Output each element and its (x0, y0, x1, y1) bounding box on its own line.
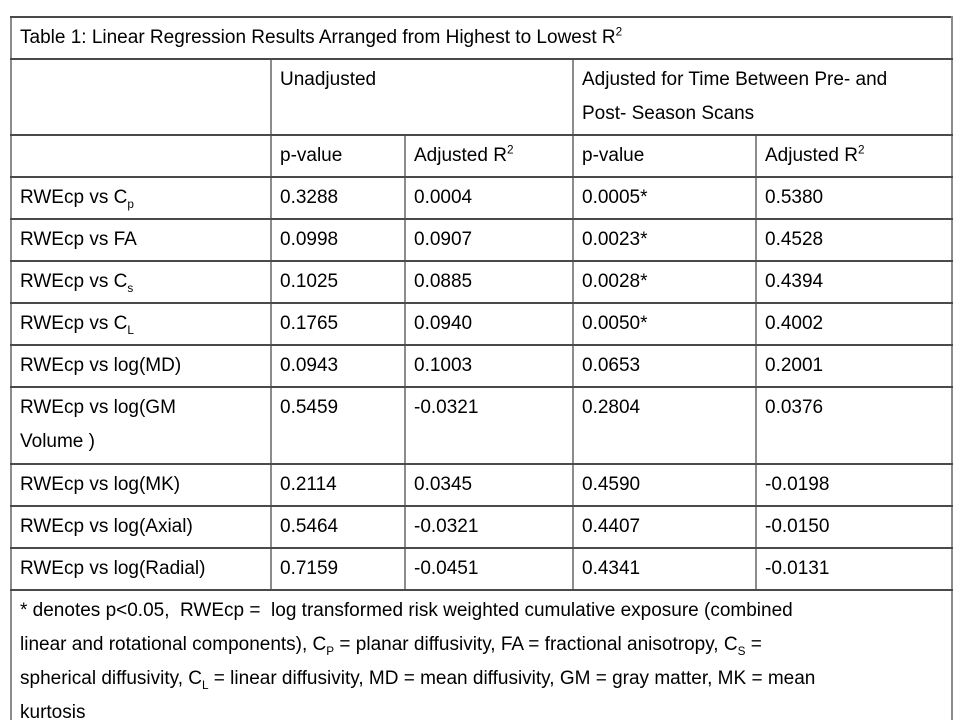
cell-value: 0.0907 (404, 218, 574, 262)
cell-value: 0.4590 (572, 463, 757, 507)
cell-value: -0.0321 (404, 505, 574, 549)
column-header-p-value: p-value (572, 134, 757, 178)
group-header-adjusted: Adjusted for Time Between Pre- and Post- … (571, 58, 954, 136)
cell-value: 0.0050* (572, 302, 757, 346)
column-header-p-value: p-value (270, 134, 406, 178)
cell-value: 0.0028* (572, 260, 757, 304)
table-row: RWEcp vs log(Radial) 0.7159 -0.0451 0.43… (10, 547, 954, 591)
row-label: RWEcp vs FA (10, 218, 272, 262)
cell-value: 0.0005* (572, 176, 757, 220)
table-row: RWEcp vs log(Axial) 0.5464 -0.0321 0.440… (10, 505, 954, 549)
group-header-unadjusted: Unadjusted (270, 58, 574, 136)
cell-value: 0.0998 (270, 218, 406, 262)
cell-value: 0.2114 (270, 463, 406, 507)
cell-value: 0.0940 (404, 302, 574, 346)
cell-value: 0.0376 (754, 386, 954, 465)
table-row: RWEcp vs log(MK) 0.2114 0.0345 0.4590 -0… (10, 463, 954, 507)
cell-value: 0.4407 (572, 505, 757, 549)
column-header-row: p-value Adjusted R2 p-value Adjusted R2 (10, 134, 954, 178)
row-label: RWEcp vs log(MK) (10, 463, 272, 507)
column-header-adjusted-r2: Adjusted R2 (754, 134, 954, 178)
cell-value: 0.2804 (572, 386, 757, 465)
cell-value: -0.0131 (754, 547, 954, 591)
row-label: RWEcp vs log(MD) (10, 344, 272, 388)
cell-value: 0.4341 (572, 547, 757, 591)
table-footnote: * denotes p<0.05, RWEcp = log transforme… (9, 589, 954, 720)
cell-value: 0.1003 (404, 344, 574, 388)
cell-value: 0.0653 (572, 344, 757, 388)
row-label: RWEcp vs log(Radial) (10, 547, 272, 591)
table-row: RWEcp vs log(GM Volume ) 0.5459 -0.0321 0… (10, 386, 954, 465)
cell-value: 0.5380 (754, 176, 954, 220)
regression-results-table: Table 1: Linear Regression Results Arran… (9, 16, 954, 720)
cell-value: 0.1765 (270, 302, 406, 346)
cell-value: 0.0885 (404, 260, 574, 304)
cell-value: -0.0451 (404, 547, 574, 591)
cell-value: 0.0943 (270, 344, 406, 388)
cell-value: 0.2001 (754, 344, 954, 388)
cell-value: 0.0004 (404, 176, 574, 220)
cell-value: 0.5464 (270, 505, 406, 549)
cell-value: 0.0023* (572, 218, 757, 262)
table-row: RWEcp vs Cs 0.1025 0.0885 0.0028* 0.4394 (10, 260, 954, 304)
cell-value: 0.5459 (270, 386, 406, 465)
table-row: RWEcp vs FA 0.0998 0.0907 0.0023* 0.4528 (10, 218, 954, 262)
row-label: RWEcp vs log(Axial) (10, 505, 272, 549)
cell-value: 0.3288 (270, 176, 406, 220)
cell-value: 0.4394 (754, 260, 954, 304)
table-title: Table 1: Linear Regression Results Arran… (9, 16, 954, 60)
table-row: RWEcp vs Cp 0.3288 0.0004 0.0005* 0.5380 (10, 176, 954, 220)
table-row: RWEcp vs CL 0.1765 0.0940 0.0050* 0.4002 (10, 302, 954, 346)
cell-value: 0.1025 (270, 260, 406, 304)
cell-value: 0.7159 (270, 547, 406, 591)
title-row: Table 1: Linear Regression Results Arran… (9, 16, 954, 60)
row-label: RWEcp vs Cs (10, 260, 272, 304)
cell-value: 0.4528 (754, 218, 954, 262)
cell-value: 0.0345 (404, 463, 574, 507)
corner-cell (10, 58, 272, 136)
corner-cell (10, 134, 272, 178)
footnote-row: * denotes p<0.05, RWEcp = log transforme… (9, 589, 954, 720)
row-label: RWEcp vs CL (10, 302, 272, 346)
cell-value: -0.0198 (754, 463, 954, 507)
cell-value: -0.0321 (404, 386, 574, 465)
column-header-adjusted-r2: Adjusted R2 (404, 134, 574, 178)
cell-value: -0.0150 (754, 505, 954, 549)
group-header-row: Unadjusted Adjusted for Time Between Pre… (10, 58, 954, 136)
table-row: RWEcp vs log(MD) 0.0943 0.1003 0.0653 0.… (10, 344, 954, 388)
cell-value: 0.4002 (754, 302, 954, 346)
row-label: RWEcp vs Cp (10, 176, 272, 220)
row-label: RWEcp vs log(GM Volume ) (10, 386, 272, 465)
